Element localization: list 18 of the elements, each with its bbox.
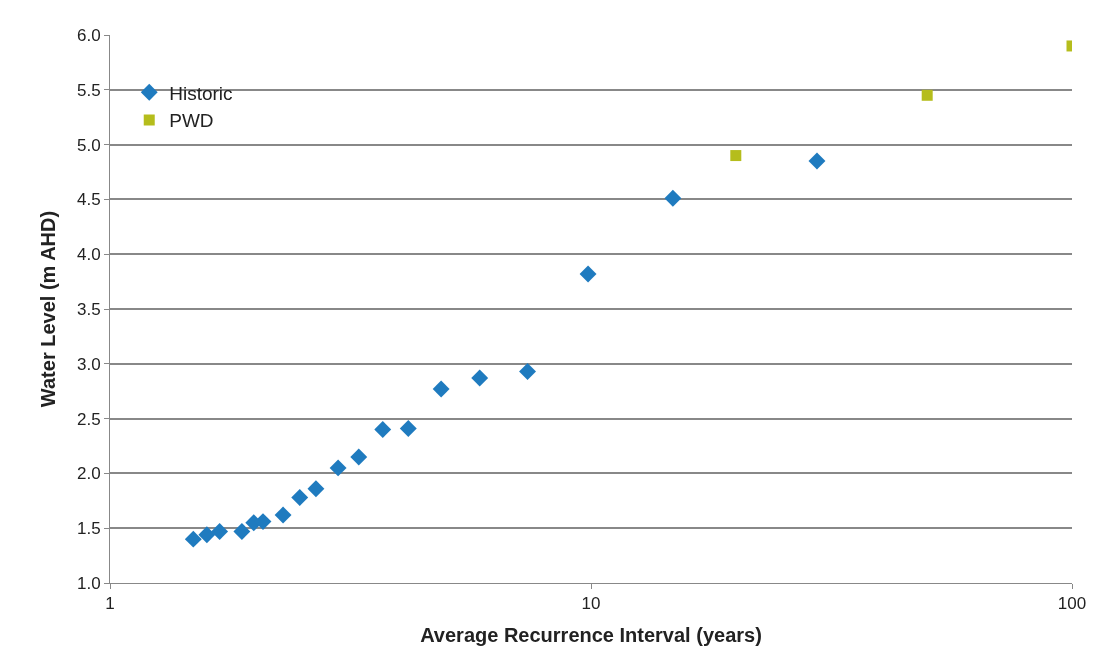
legend-label: Historic	[169, 82, 233, 104]
x-tick-label: 10	[581, 594, 601, 614]
x-tick-label: 100	[1057, 594, 1087, 614]
y-tick-label: 1.0	[76, 573, 101, 593]
x-tick-label: 1	[105, 594, 115, 614]
y-axis-title: Water Level (m AHD)	[37, 210, 60, 408]
y-tick-label: 4.5	[76, 190, 101, 210]
y-tick-label: 5.0	[76, 135, 101, 155]
y-tick-label: 3.0	[76, 354, 101, 374]
y-tick-label: 1.5	[76, 519, 101, 539]
y-tick-label: 4.0	[76, 245, 101, 265]
x-axis-title: Average Recurrence Interval (years)	[420, 623, 762, 646]
y-tick-label: 2.5	[76, 409, 101, 429]
legend-label: PWD	[169, 110, 214, 132]
y-tick-label: 2.0	[76, 464, 101, 484]
y-tick-label: 3.5	[76, 299, 101, 319]
y-tick-label: 6.0	[76, 25, 101, 45]
y-tick-label: 5.5	[76, 80, 101, 100]
